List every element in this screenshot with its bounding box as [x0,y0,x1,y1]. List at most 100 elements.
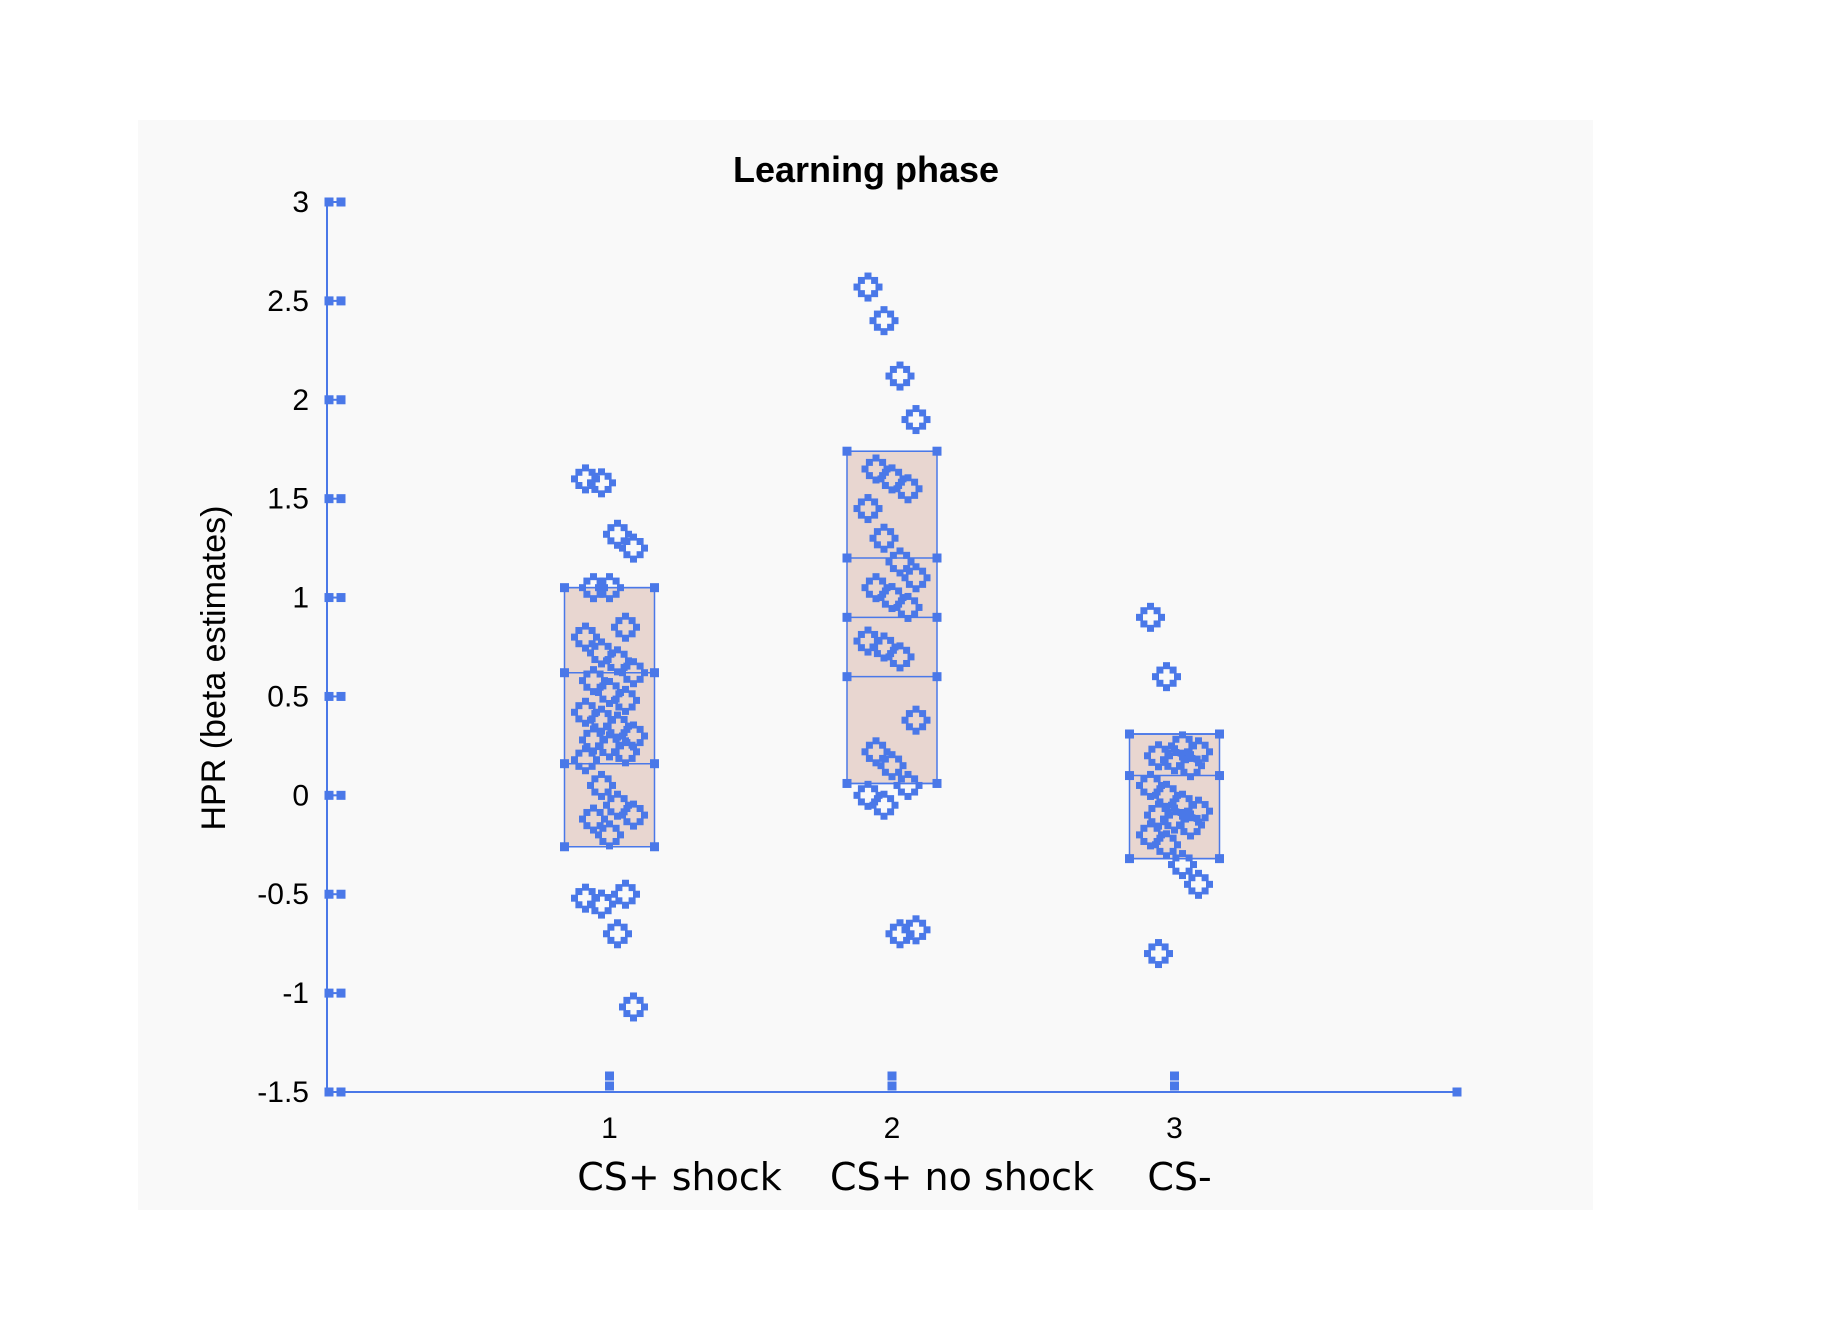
data-point-marker [857,290,865,298]
data-point-marker [889,923,897,931]
data-point-marker [628,897,636,905]
data-point-marker [861,465,869,473]
data-point-marker [1177,808,1185,816]
box-corner-marker [932,612,942,622]
data-point-marker [1176,821,1183,829]
data-point-marker [1168,861,1175,869]
data-point-marker [633,696,640,704]
data-point-marker [575,888,583,896]
data-point-marker [630,822,637,830]
data-point-marker [601,815,608,823]
data-point-marker [609,781,616,789]
data-point-marker [590,573,597,581]
data-point-marker [1188,887,1196,895]
data-point-marker [604,485,612,493]
data-point-marker [1164,822,1172,830]
data-point-marker [604,710,612,718]
chart-title: Learning phase [733,149,999,190]
y-axis-label: HPR (beta estimates) [195,506,233,831]
box-corner-marker [560,759,569,769]
data-point-marker [853,791,861,799]
data-point-marker [901,716,909,724]
data-point-marker [609,900,616,908]
data-point-marker [620,716,628,724]
data-point-marker [630,555,637,563]
data-point-marker [880,632,888,640]
data-point-marker [583,670,591,678]
data-point-marker [1147,792,1154,800]
data-point-marker [885,653,893,661]
data-point-marker [1180,768,1188,776]
data-point-marker [864,516,872,524]
data-point-marker [873,808,881,816]
data-point-marker [1156,679,1164,687]
data-point-marker [1155,939,1162,947]
data-point-marker [590,666,597,674]
y-tick-marker [324,988,334,998]
data-point-marker [904,614,912,622]
y-tick-marker [336,593,346,603]
data-point-marker [1195,737,1202,745]
data-point-marker [864,272,872,280]
box-corner-marker [842,446,852,456]
data-point-marker [881,481,889,489]
data-point-marker [1136,831,1143,839]
data-point-marker [617,831,624,839]
category-name: CS- [1147,1155,1211,1199]
data-point-marker [1147,602,1154,610]
data-point-marker [1156,834,1164,842]
data-point [611,879,640,909]
data-point-marker [619,544,626,552]
data-point-marker [1171,804,1178,812]
data-point-marker [588,468,596,476]
data-point-marker [1179,731,1186,739]
data-point-marker [598,770,605,778]
data-point-marker [636,739,644,747]
data-point-marker [1136,781,1143,789]
data-point-marker [1184,880,1191,888]
data-point-marker [598,911,605,919]
box-corner-marker [1215,729,1224,739]
data-point-marker [611,748,618,756]
data-point-marker [885,930,893,938]
data-point-marker [588,888,596,896]
tick-labels: -1.5 -1 -0.5 0 0.5 1 1.5 2 2.5 3 1 2 3 CS+ shock CS+ n… [257,186,1211,1199]
data-point-marker [1153,824,1161,832]
data-point-marker [880,812,888,820]
box-corner-marker [1125,854,1134,864]
data-point-marker [915,781,923,789]
data-point-marker [1180,828,1188,836]
data-point-marker [622,707,629,715]
data-point-marker [1164,762,1172,770]
data-point-marker [604,775,612,783]
data-point-marker [606,699,613,707]
data-point-marker [630,800,637,808]
data-point-marker [889,379,897,387]
data-point-marker [887,636,895,644]
data-point-marker [1161,943,1169,951]
data-point-marker [887,795,895,803]
data-point-marker [636,1010,644,1018]
y-tick-label: -1.5 [257,1076,309,1109]
data-point-marker [897,775,905,783]
data-point-marker [622,634,629,642]
data-point-marker [905,919,913,927]
data-point-marker [857,498,865,506]
data-point-marker [571,894,578,902]
data-point-marker [911,788,919,796]
data-point-marker [1163,684,1170,692]
data-point-marker [896,664,904,672]
data-point-marker [872,595,880,603]
data-point-marker [857,785,865,793]
data-point-marker [591,894,599,902]
data-point-marker [1187,751,1194,759]
data-point-marker [607,936,615,944]
data-point-marker [582,767,589,775]
data-point [587,468,616,498]
data-point-marker [873,650,881,658]
data-point-marker [853,637,861,645]
data-point-marker [598,889,605,897]
data-point-marker [636,818,644,826]
data-point-marker [582,486,589,494]
data-point-marker [588,702,596,710]
